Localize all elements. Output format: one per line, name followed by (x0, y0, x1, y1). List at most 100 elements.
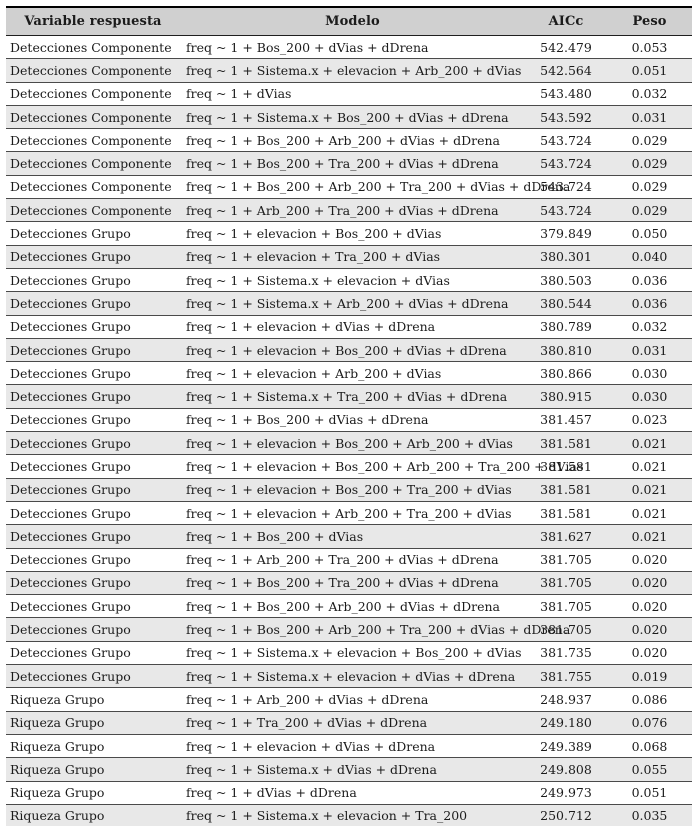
table-row: Detecciones Componente freq ~ 1 + Bos_20… (6, 128, 692, 153)
table-row: Detecciones Componente freq ~ 1 + Sistem… (6, 105, 692, 130)
cell-aicc: 381.581 (525, 431, 607, 456)
cell-modelo: freq ~ 1 + Sistema.x + Bos_200 + dVias +… (180, 105, 525, 130)
cell-aicc: 381.705 (525, 548, 607, 572)
cell-modelo: freq ~ 1 + dVias + dDrena (180, 781, 525, 805)
cell-peso: 0.021 (607, 524, 692, 549)
cell-peso: 0.086 (607, 687, 692, 712)
cell-aicc: 381.755 (525, 664, 607, 689)
cell-aicc: 380.544 (525, 291, 607, 316)
cell-aicc: 249.973 (525, 781, 607, 805)
table-row: Riqueza Grupo freq ~ 1 + Sistema.x + ele… (6, 804, 692, 826)
cell-peso: 0.036 (607, 268, 692, 293)
table-row: Detecciones Grupo freq ~ 1 + Arb_200 + T… (6, 548, 692, 572)
cell-modelo: freq ~ 1 + Sistema.x + dVias + dDrena (180, 757, 525, 782)
table-row: Detecciones Grupo freq ~ 1 + elevacion +… (6, 315, 692, 339)
cell-peso: 0.029 (607, 128, 692, 153)
model-selection-table: Variable respuesta Modelo AICc Peso Dete… (6, 6, 692, 826)
cell-peso: 0.020 (607, 548, 692, 572)
table-row: Detecciones Componente freq ~ 1 + Bos_20… (6, 175, 692, 200)
cell-peso: 0.023 (607, 408, 692, 433)
cell-peso: 0.020 (607, 641, 692, 666)
cell-modelo: freq ~ 1 + Arb_200 + Tra_200 + dVias + d… (180, 548, 525, 572)
cell-variable-respuesta: Detecciones Grupo (6, 361, 180, 386)
cell-variable-respuesta: Riqueza Grupo (6, 711, 180, 735)
cell-aicc: 380.810 (525, 338, 607, 363)
cell-modelo: freq ~ 1 + elevacion + Arb_200 + Tra_200… (180, 501, 525, 526)
table-row: Detecciones Componente freq ~ 1 + Sistem… (6, 58, 692, 83)
table-row: Detecciones Grupo freq ~ 1 + Bos_200 + d… (6, 408, 692, 433)
table-row: Detecciones Grupo freq ~ 1 + elevacion +… (6, 478, 692, 502)
cell-variable-respuesta: Detecciones Componente (6, 58, 180, 83)
cell-modelo: freq ~ 1 + Bos_200 + dVias + dDrena (180, 408, 525, 433)
cell-variable-respuesta: Detecciones Componente (6, 198, 180, 223)
cell-modelo: freq ~ 1 + elevacion + dVias + dDrena (180, 734, 525, 759)
cell-aicc: 543.724 (525, 151, 607, 176)
cell-peso: 0.020 (607, 571, 692, 596)
cell-variable-respuesta: Detecciones Grupo (6, 431, 180, 456)
cell-variable-respuesta: Detecciones Grupo (6, 571, 180, 596)
cell-aicc: 381.627 (525, 524, 607, 549)
cell-peso: 0.031 (607, 105, 692, 130)
cell-peso: 0.035 (607, 804, 692, 826)
cell-peso: 0.020 (607, 594, 692, 619)
cell-peso: 0.055 (607, 757, 692, 782)
cell-modelo: freq ~ 1 + Bos_200 + Arb_200 + dVias + d… (180, 594, 525, 619)
table-row: Detecciones Grupo freq ~ 1 + Bos_200 + A… (6, 617, 692, 642)
cell-aicc: 543.724 (525, 198, 607, 223)
cell-modelo: freq ~ 1 + elevacion + Bos_200 + Arb_200… (180, 454, 583, 479)
cell-modelo: freq ~ 1 + Bos_200 + dVias + dDrena (180, 35, 525, 60)
cell-peso: 0.051 (607, 58, 692, 83)
cell-peso: 0.040 (607, 245, 692, 269)
table-row: Riqueza Grupo freq ~ 1 + Arb_200 + dVias… (6, 687, 692, 712)
table-row: Detecciones Grupo freq ~ 1 + Sistema.x +… (6, 384, 692, 409)
table-row: Detecciones Grupo freq ~ 1 + Sistema.x +… (6, 664, 692, 689)
cell-modelo: freq ~ 1 + Bos_200 + Arb_200 + Tra_200 +… (180, 175, 570, 200)
cell-variable-respuesta: Detecciones Componente (6, 82, 180, 106)
cell-aicc: 381.705 (525, 617, 607, 642)
table-row: Detecciones Grupo freq ~ 1 + Bos_200 + T… (6, 571, 692, 596)
cell-variable-respuesta: Detecciones Componente (6, 35, 180, 60)
cell-aicc: 248.937 (525, 687, 607, 712)
cell-modelo: freq ~ 1 + Bos_200 + Arb_200 + Tra_200 +… (180, 617, 570, 642)
cell-aicc: 381.705 (525, 571, 607, 596)
cell-variable-respuesta: Detecciones Grupo (6, 291, 180, 316)
cell-modelo: freq ~ 1 + elevacion + Bos_200 + dVias (180, 221, 525, 246)
cell-variable-respuesta: Riqueza Grupo (6, 804, 180, 826)
cell-modelo: freq ~ 1 + Arb_200 + dVias + dDrena (180, 687, 525, 712)
table-row: Detecciones Componente freq ~ 1 + Bos_20… (6, 35, 692, 60)
cell-variable-respuesta: Detecciones Grupo (6, 315, 180, 339)
cell-modelo: freq ~ 1 + elevacion + Bos_200 + Arb_200… (180, 431, 525, 456)
cell-modelo: freq ~ 1 + Sistema.x + Tra_200 + dVias +… (180, 384, 525, 409)
cell-aicc: 543.724 (525, 175, 607, 200)
cell-variable-respuesta: Riqueza Grupo (6, 781, 180, 805)
cell-peso: 0.036 (607, 291, 692, 316)
cell-peso: 0.050 (607, 221, 692, 246)
table-row: Riqueza Grupo freq ~ 1 + dVias + dDrena … (6, 781, 692, 805)
cell-peso: 0.029 (607, 198, 692, 223)
cell-peso: 0.020 (607, 617, 692, 642)
cell-aicc: 380.301 (525, 245, 607, 269)
cell-peso: 0.076 (607, 711, 692, 735)
table-row: Detecciones Grupo freq ~ 1 + elevacion +… (6, 338, 692, 363)
cell-variable-respuesta: Detecciones Grupo (6, 245, 180, 269)
cell-modelo: freq ~ 1 + Bos_200 + Tra_200 + dVias + d… (180, 571, 525, 596)
cell-aicc: 381.735 (525, 641, 607, 666)
table-row: Detecciones Grupo freq ~ 1 + elevacion +… (6, 431, 692, 456)
cell-variable-respuesta: Detecciones Grupo (6, 408, 180, 433)
table-row: Detecciones Grupo freq ~ 1 + Bos_200 + d… (6, 524, 692, 549)
cell-variable-respuesta: Detecciones Grupo (6, 548, 180, 572)
cell-peso: 0.031 (607, 338, 692, 363)
cell-variable-respuesta: Detecciones Componente (6, 175, 180, 200)
cell-peso: 0.021 (607, 431, 692, 456)
cell-modelo: freq ~ 1 + Bos_200 + Arb_200 + dVias + d… (180, 128, 525, 153)
cell-variable-respuesta: Detecciones Grupo (6, 501, 180, 526)
cell-aicc: 249.389 (525, 734, 607, 759)
table-header: Variable respuesta Modelo AICc Peso (6, 7, 692, 36)
cell-peso: 0.053 (607, 35, 692, 60)
cell-aicc: 249.180 (525, 711, 607, 735)
cell-aicc: 381.705 (525, 594, 607, 619)
cell-peso: 0.021 (607, 478, 692, 502)
cell-modelo: freq ~ 1 + Sistema.x + elevacion + dVias (180, 268, 525, 293)
table-row: Detecciones Grupo freq ~ 1 + elevacion +… (6, 361, 692, 386)
